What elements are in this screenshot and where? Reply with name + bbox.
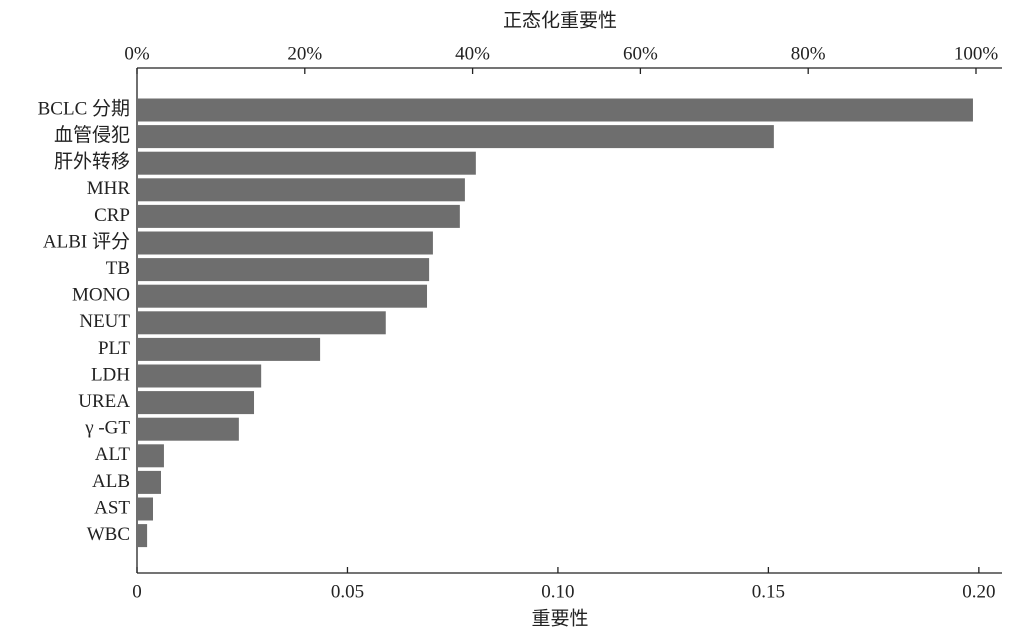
bar — [137, 231, 433, 255]
bar — [137, 391, 255, 415]
x-tick-label: 0.05 — [331, 581, 364, 602]
x-tick-label: 0.20 — [962, 581, 995, 602]
y-tick-label: AST — [94, 497, 130, 518]
y-tick-label: 血管侵犯 — [54, 124, 130, 146]
y-tick-label: NEUT — [79, 311, 130, 332]
bar — [137, 284, 428, 308]
y-tick-label: ALB — [92, 471, 130, 492]
x-tick-label: 0.10 — [541, 581, 574, 602]
y-tick-label: CRP — [94, 205, 130, 226]
y-tick-label: ALBI 评分 — [43, 230, 130, 252]
top-tick-label: 20% — [287, 43, 322, 64]
top-tick-label: 60% — [623, 43, 658, 64]
x-tick-label: 0 — [132, 581, 142, 602]
bar — [137, 178, 465, 202]
top-axis-title: 正态化重要性 — [503, 9, 617, 31]
bar — [137, 204, 460, 228]
y-tick-label: TB — [106, 258, 130, 279]
top-tick-label: 80% — [791, 43, 826, 64]
bar — [137, 311, 386, 335]
x-axis-title: 重要性 — [531, 607, 588, 629]
y-tick-label: WBC — [87, 524, 130, 545]
y-tick-label: MHR — [87, 178, 131, 199]
bar — [137, 151, 476, 175]
bar — [137, 524, 148, 548]
y-tick-label: ALT — [95, 444, 131, 465]
bar — [137, 98, 973, 122]
y-tick-label: BCLC 分期 — [38, 97, 130, 119]
y-tick-label: 肝外转移 — [54, 151, 130, 173]
bar — [137, 125, 774, 149]
bar — [137, 470, 161, 494]
bar — [137, 337, 321, 361]
bar — [137, 364, 262, 388]
top-tick-label: 0% — [124, 43, 150, 64]
top-tick-label: 40% — [455, 43, 490, 64]
bar — [137, 444, 164, 468]
bar — [137, 417, 239, 441]
y-tick-label: PLT — [98, 338, 130, 359]
y-tick-label: LDH — [91, 364, 130, 385]
bar — [137, 497, 153, 521]
y-tick-label: γ -GT — [84, 418, 130, 439]
bar — [137, 258, 430, 282]
y-tick-label: UREA — [78, 391, 130, 412]
top-tick-label: 100% — [954, 43, 999, 64]
x-tick-label: 0.15 — [752, 581, 785, 602]
y-tick-label: MONO — [72, 285, 130, 306]
